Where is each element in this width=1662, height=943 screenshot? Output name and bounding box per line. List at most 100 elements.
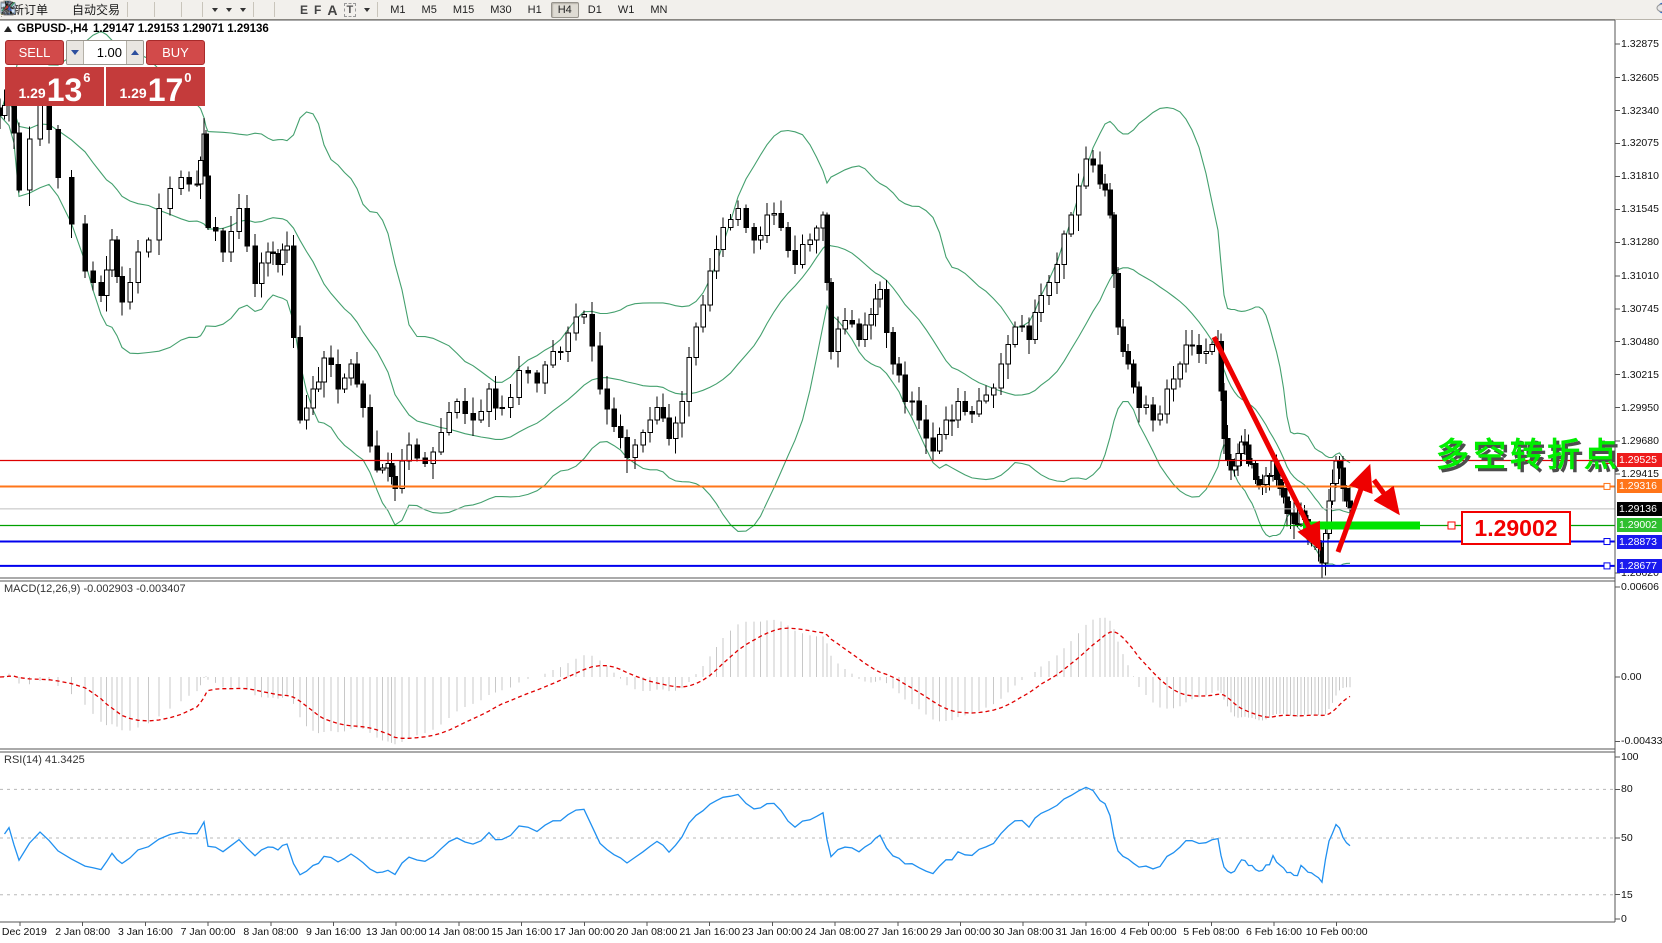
- fibo-f-letter: F: [314, 2, 322, 17]
- macd-axis-tick: 0.00: [1621, 671, 1642, 683]
- level-price-label[interactable]: 1.29002: [1461, 511, 1571, 545]
- time-axis-label: 8 Jan 08:00: [243, 926, 299, 938]
- chat-icon[interactable]: [1656, 1, 1662, 17]
- text-tool-button[interactable]: A: [324, 1, 340, 19]
- autotrade-label: 自动交易: [72, 3, 121, 17]
- ohlc-values: 1.29147 1.29153 1.29071 1.29136: [92, 23, 269, 35]
- trendline-handle[interactable]: [1447, 521, 1456, 530]
- toolbar-separator: [377, 2, 379, 17]
- time-axis-label: 21 Jan 16:00: [679, 926, 741, 938]
- trend-arrow-3[interactable]: [1371, 478, 1400, 516]
- sell-price-prefix: 1.29: [18, 85, 46, 101]
- rsi-label: RSI(14) 41.3425: [4, 754, 85, 766]
- turning-point-annotation[interactable]: 多空转折点: [1436, 436, 1621, 473]
- buy-price[interactable]: 1.29 17 0: [106, 67, 205, 106]
- time-axis-label: 13 Jan 00:00: [365, 926, 427, 938]
- price-line-label: 1.29136: [1617, 501, 1662, 516]
- time-axis-label: 4 Feb 00:00: [1120, 926, 1177, 938]
- dropdown-arrow-icon: [364, 7, 371, 12]
- time-axis-label: 3 Jan 16:00: [117, 926, 173, 938]
- buy-button[interactable]: BUY: [146, 40, 205, 65]
- price-axis-tick: 1.31545: [1621, 203, 1659, 216]
- price-axis-tick: 1.32340: [1621, 104, 1659, 117]
- time-axis-label: 10 Feb 00:00: [1305, 926, 1368, 938]
- support-highlight-bar[interactable]: [1303, 521, 1420, 530]
- timeframe-button-mn[interactable]: MN: [650, 3, 668, 16]
- dropdown-arrow-icon: [226, 7, 233, 12]
- macd-axis-tick: -0.004334: [1621, 735, 1662, 748]
- price-axis-tick: 1.30745: [1621, 302, 1659, 315]
- time-axis-label: 27 Jan 16:00: [867, 926, 929, 938]
- time-axis-label: 2 Jan 08:00: [55, 926, 111, 938]
- collapse-panel-icon[interactable]: [4, 26, 12, 32]
- rsi-axis-tick: 80: [1621, 783, 1633, 796]
- price-line-label: 1.28677: [1617, 558, 1662, 573]
- price-line-label: 1.29002: [1617, 518, 1662, 533]
- time-axis-label: 1 Dec 2019: [0, 926, 47, 938]
- timeframe-button-w1[interactable]: W1: [617, 3, 635, 16]
- text-tool-icon: A: [327, 1, 338, 18]
- fibo-e-letter: E: [300, 2, 309, 17]
- timeframe-button-m15[interactable]: M15: [452, 3, 475, 16]
- timeframe-button-m30[interactable]: M30: [490, 3, 512, 16]
- time-axis-label: 15 Jan 16:00: [491, 926, 552, 938]
- sell-price-big: 13: [46, 72, 83, 108]
- dropdown-arrow-icon: [212, 7, 219, 12]
- time-axis-label: 9 Jan 16:00: [306, 926, 361, 938]
- sell-button[interactable]: SELL: [5, 40, 64, 65]
- toolbar-separator: [154, 2, 156, 17]
- arrows-tool-button[interactable]: [4, 1, 373, 19]
- toolbar-separator: [181, 2, 183, 17]
- volume-increase-button[interactable]: [126, 41, 143, 64]
- triangle-up-icon: [131, 50, 139, 55]
- price-axis-tick: 1.32075: [1621, 137, 1659, 150]
- timeframe-button-m1[interactable]: M1: [390, 3, 406, 16]
- volume-field[interactable]: 1.00: [96, 45, 122, 60]
- price-axis-tick: 1.32605: [1621, 71, 1659, 84]
- line-endpoint-handle[interactable]: [1603, 482, 1611, 490]
- text-label-button[interactable]: T: [341, 1, 360, 19]
- rsi-axis-tick: 100: [1621, 751, 1639, 763]
- sell-price-sup: 6: [83, 70, 91, 85]
- level-lines: [0, 456, 1615, 570]
- price-axis-tick: 1.30480: [1621, 335, 1659, 348]
- rsi-axis-tick: 15: [1621, 888, 1633, 901]
- price-axis-tick: 1.31810: [1621, 170, 1659, 183]
- price-axis-tick: 1.29680: [1621, 435, 1659, 448]
- timeframe-button-m5[interactable]: M5: [421, 3, 437, 16]
- rsi-pane: [0, 786, 1615, 896]
- toolbar-separator: [274, 2, 276, 17]
- chart-frame: [0, 19, 1620, 926]
- price-axis-tick: 1.30215: [1621, 368, 1659, 381]
- symbol-period: GBPUSD-,H4: [17, 23, 88, 35]
- line-endpoint-handle[interactable]: [1603, 538, 1611, 546]
- rsi-axis-tick: 0: [1621, 913, 1627, 925]
- timeframe-button-h4[interactable]: H4: [550, 1, 579, 18]
- arrows-tool-icon: [4, 5, 12, 11]
- trend-arrow-1[interactable]: [1211, 335, 1321, 551]
- line-endpoint-handle[interactable]: [1603, 456, 1611, 464]
- time-axis-label: 5 Feb 08:00: [1183, 926, 1240, 938]
- candles: [0, 76, 1353, 578]
- time-axis-label: 17 Jan 00:00: [553, 926, 615, 938]
- price-line-label: 1.28873: [1617, 534, 1662, 549]
- price-axis-tick: 1.29950: [1621, 401, 1659, 414]
- volume-decrease-button[interactable]: [67, 41, 84, 64]
- buy-price-sup: 0: [184, 70, 192, 85]
- sell-price[interactable]: 1.29 13 6: [5, 67, 104, 106]
- text-label-icon: T: [343, 2, 357, 17]
- line-endpoint-handle[interactable]: [1603, 562, 1611, 570]
- chart-title: GBPUSD-,H4 1.29147 1.29153 1.29071 1.291…: [4, 23, 269, 35]
- timeframe-button-h1[interactable]: H1: [527, 3, 542, 16]
- volume-stepper: 1.00: [66, 40, 144, 65]
- toolbar-separator: [253, 2, 255, 17]
- new-order-label: 新订单: [12, 3, 49, 17]
- one-click-trade-panel: SELL 1.00 BUY 1.29 13 6 1.29 17 0: [5, 40, 205, 106]
- macd-axis-tick: 0.00606: [1621, 581, 1659, 593]
- trend-arrow-2[interactable]: [1335, 463, 1373, 553]
- macd-label: MACD(12,26,9) -0.002903 -0.003407: [4, 583, 186, 595]
- timeframe-button-d1[interactable]: D1: [587, 3, 602, 16]
- time-axis-label: 20 Jan 08:00: [616, 926, 678, 938]
- time-axis-label: 14 Jan 08:00: [428, 926, 490, 938]
